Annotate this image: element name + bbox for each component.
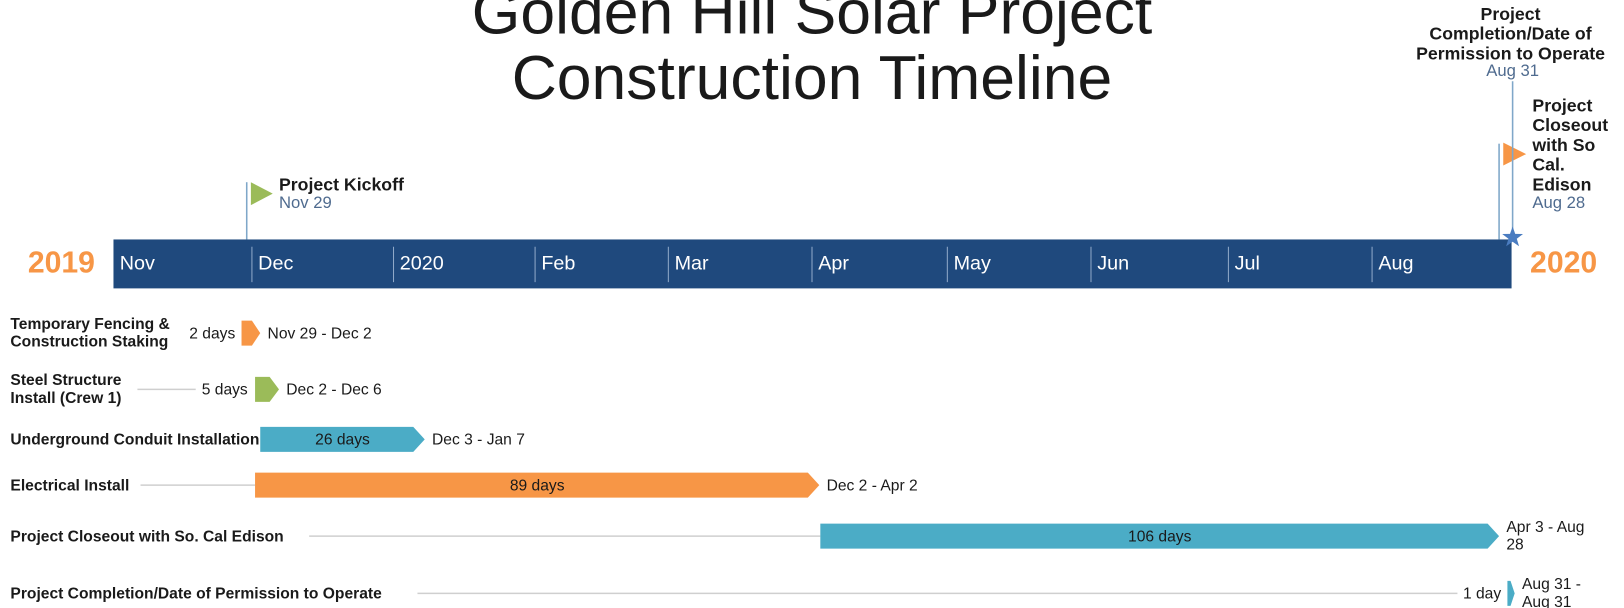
month-label: Feb <box>541 253 575 275</box>
task-dates-box: Nov 29 - Dec 2 <box>267 324 372 342</box>
task-name: Project Closeout with So. Cal Edison <box>10 527 284 545</box>
milestone-date-box: Aug 31 <box>1486 62 1540 81</box>
title-box: Golden Hill Solar Project Construction T… <box>471 0 1153 113</box>
milestone-label: Project Completion/Date of Permission to… <box>1416 4 1605 64</box>
milestone-label-box: Project Closeout with So Cal. Edison <box>1532 95 1609 195</box>
task-name: Electrical Install <box>10 476 130 494</box>
milestone-date-box: Aug 28 <box>1532 194 1586 213</box>
month-label: 2020 <box>400 253 444 275</box>
month-label: Dec <box>258 253 293 275</box>
task-duration: 5 days <box>202 382 248 399</box>
month-label: Apr <box>818 253 849 275</box>
task-name: Temporary Fencing & Construction Staking <box>10 315 170 351</box>
milestone-label-box: Project Kickoff <box>278 174 404 195</box>
task-dates-box: Dec 3 - Jan 7 <box>432 430 525 449</box>
task-bar <box>260 426 425 452</box>
milestone-date-box: Nov 29 <box>278 194 332 213</box>
milestone-label-box: Project Completion/Date of Permission to… <box>1416 4 1605 64</box>
task-dates: Dec 2 - Apr 2 <box>826 476 918 494</box>
task-name: Steel Structure Install (Crew 1) <box>10 371 122 408</box>
title: Golden Hill Solar Project Construction T… <box>471 0 1153 113</box>
task-dates: Dec 2 - Dec 6 <box>286 380 382 399</box>
task-duration: 1 day <box>1463 586 1501 603</box>
task-duration: 2 days <box>189 325 235 342</box>
month-label: Aug <box>1378 253 1413 275</box>
start-year: 2019 <box>28 246 95 279</box>
month-label: Jun <box>1097 253 1129 275</box>
task-duration: 106 days <box>1128 528 1192 545</box>
task-bar <box>255 376 279 402</box>
task-dates-box: Dec 2 - Apr 2 <box>826 476 918 494</box>
task-duration: 89 days <box>510 477 565 494</box>
task-name: Underground Conduit Installation <box>10 430 260 449</box>
task-name-box: Steel Structure Install (Crew 1) <box>10 371 122 408</box>
milestone-flag <box>1503 142 1527 166</box>
task-dates-box: Apr 3 - Aug 28 <box>1506 518 1585 554</box>
month-label: May <box>954 253 991 275</box>
task-dates: Dec 3 - Jan 7 <box>432 430 525 449</box>
task-name-box: Temporary Fencing & Construction Staking <box>10 315 170 351</box>
milestone-date: Aug 31 <box>1486 62 1540 81</box>
task-dates: Nov 29 - Dec 2 <box>267 324 372 342</box>
task-dates: Aug 31 - Aug 31 <box>1521 575 1582 608</box>
milestone-date: Aug 28 <box>1532 194 1586 213</box>
task-dates-box: Aug 31 - Aug 31 <box>1521 575 1582 608</box>
task-name-box: Electrical Install <box>10 476 130 494</box>
milestone-date: Nov 29 <box>278 194 332 213</box>
task-dates: Apr 3 - Aug 28 <box>1506 518 1585 554</box>
milestone-star <box>1502 226 1524 247</box>
month-label: Mar <box>675 253 709 275</box>
task-bar <box>820 523 1500 549</box>
milestone-label: Project Closeout with So Cal. Edison <box>1532 95 1609 195</box>
milestone-flag <box>250 182 273 206</box>
task-duration: 26 days <box>315 431 370 448</box>
task-name: Project Completion/Date of Permission to… <box>10 584 382 603</box>
month-label: Nov <box>120 253 155 275</box>
task-bar <box>255 472 820 498</box>
month-label: Jul <box>1235 253 1260 275</box>
milestone-label: Project Kickoff <box>278 174 404 195</box>
task-name-box: Project Completion/Date of Permission to… <box>10 584 382 603</box>
task-bar <box>241 320 261 346</box>
end-year: 2020 <box>1530 246 1597 279</box>
task-bar <box>1507 580 1515 606</box>
task-name-box: Project Closeout with So. Cal Edison <box>10 527 284 545</box>
task-dates-box: Dec 2 - Dec 6 <box>286 380 382 399</box>
task-name-box: Underground Conduit Installation <box>10 430 260 449</box>
